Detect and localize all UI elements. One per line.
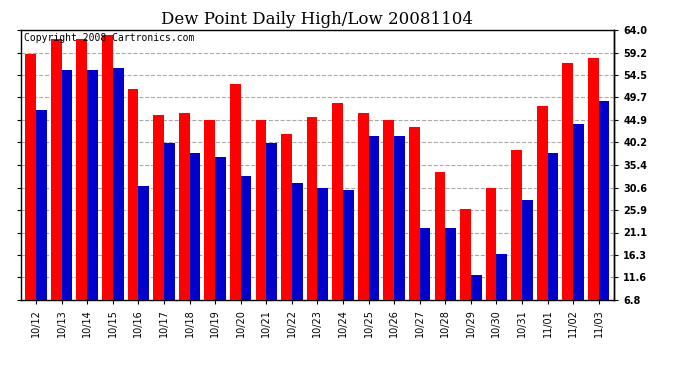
Bar — [343, 190, 354, 332]
Bar — [51, 39, 61, 332]
Bar — [537, 105, 548, 332]
Bar — [26, 54, 36, 332]
Bar — [435, 172, 445, 332]
Bar — [266, 143, 277, 332]
Bar — [368, 136, 380, 332]
Bar — [511, 150, 522, 332]
Bar — [548, 153, 558, 332]
Title: Dew Point Daily High/Low 20081104: Dew Point Daily High/Low 20081104 — [161, 12, 473, 28]
Bar — [384, 120, 394, 332]
Bar — [471, 276, 482, 332]
Bar — [87, 70, 98, 332]
Bar — [190, 153, 200, 332]
Bar — [420, 228, 431, 332]
Bar — [292, 183, 302, 332]
Bar — [588, 58, 599, 332]
Bar — [460, 209, 471, 332]
Bar — [128, 89, 139, 332]
Bar — [255, 120, 266, 332]
Bar — [562, 63, 573, 332]
Bar — [77, 39, 87, 332]
Bar — [139, 186, 149, 332]
Bar — [36, 110, 47, 332]
Bar — [317, 188, 328, 332]
Bar — [409, 127, 420, 332]
Bar — [241, 176, 251, 332]
Bar — [486, 188, 496, 332]
Bar — [179, 112, 190, 332]
Bar — [496, 254, 507, 332]
Bar — [445, 228, 456, 332]
Bar — [522, 200, 533, 332]
Bar — [281, 134, 292, 332]
Bar — [61, 70, 72, 332]
Bar — [573, 124, 584, 332]
Bar — [215, 158, 226, 332]
Text: Copyright 2008 Cartronics.com: Copyright 2008 Cartronics.com — [23, 33, 194, 43]
Bar — [164, 143, 175, 332]
Bar — [599, 101, 609, 332]
Bar — [204, 120, 215, 332]
Bar — [230, 84, 241, 332]
Bar — [102, 35, 112, 332]
Bar — [306, 117, 317, 332]
Bar — [112, 68, 124, 332]
Bar — [153, 115, 164, 332]
Bar — [358, 112, 368, 332]
Bar — [394, 136, 405, 332]
Bar — [332, 103, 343, 332]
